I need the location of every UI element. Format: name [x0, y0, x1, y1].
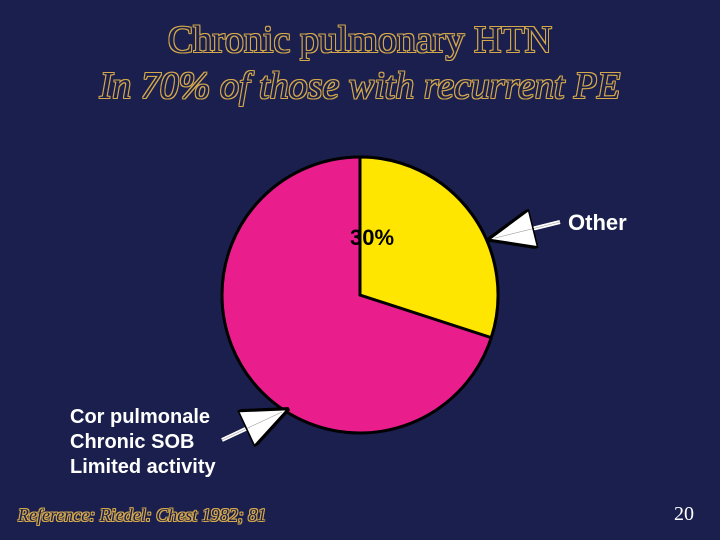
- reference-text: Reference: Riedel: Chest 1982; 81: [18, 505, 266, 526]
- arrow-left: [0, 0, 720, 540]
- page-number: 20: [674, 503, 694, 526]
